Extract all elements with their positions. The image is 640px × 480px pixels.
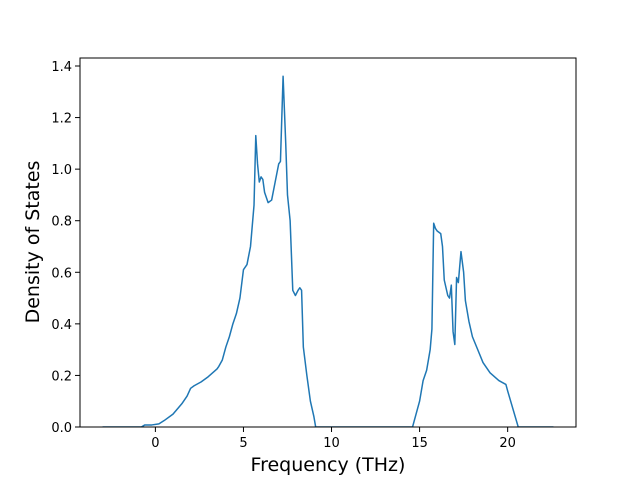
x-tick-label: 0 <box>151 436 159 451</box>
y-tick-label: 1.4 <box>51 60 72 75</box>
x-tick-label: 20 <box>499 436 516 451</box>
y-tick-label: 0.4 <box>51 318 72 333</box>
y-tick-label: 0.6 <box>51 266 72 281</box>
x-tick-label: 5 <box>239 436 247 451</box>
x-axis-label: Frequency (THz) <box>251 454 406 476</box>
x-tick-label: 10 <box>323 436 340 451</box>
y-tick-label: 1.0 <box>51 163 72 178</box>
y-tick-label: 0.8 <box>51 215 72 230</box>
y-tick-label: 0.0 <box>51 421 72 436</box>
y-axis-label: Density of States <box>22 161 44 324</box>
y-tick-label: 1.2 <box>51 112 72 127</box>
y-tick-label: 0.2 <box>51 369 72 384</box>
x-tick-label: 15 <box>411 436 428 451</box>
dos-line <box>102 75 554 427</box>
plot-frame <box>79 57 577 428</box>
